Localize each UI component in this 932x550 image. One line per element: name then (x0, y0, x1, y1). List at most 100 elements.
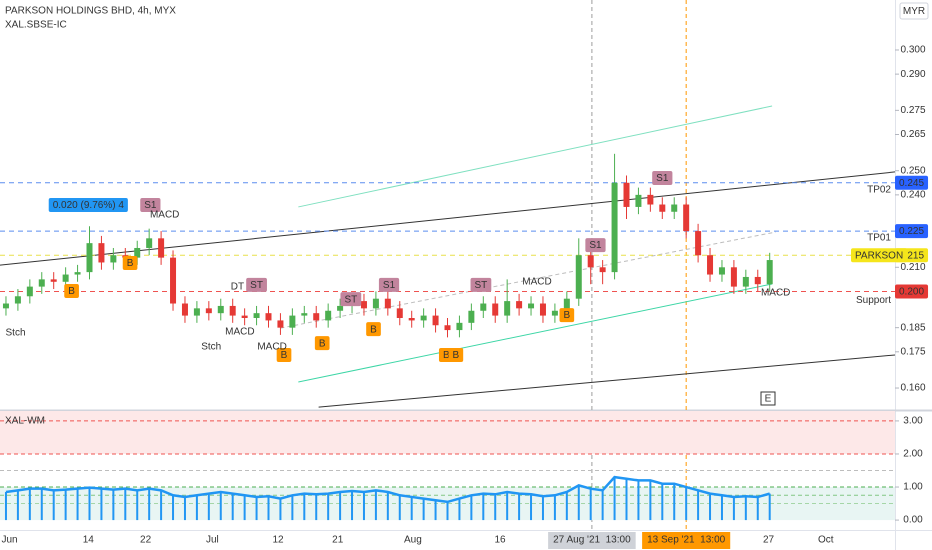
indicator-name: XAL.SBSE-IC (5, 20, 67, 31)
badge (64, 283, 79, 298)
x-tick-label: Jun (1, 535, 17, 546)
badge-label: B (281, 350, 288, 361)
candle-body (432, 315, 439, 326)
histogram-bar (565, 491, 568, 521)
histogram-bar (422, 498, 425, 521)
candle-body (611, 182, 618, 273)
level-name: Support (856, 295, 891, 306)
signal-label: MACD (522, 277, 551, 288)
y-tick-label: 1.00 (903, 482, 923, 493)
histogram-bar (697, 490, 700, 521)
trend-line (298, 283, 773, 383)
y-tick-label: 3.00 (903, 416, 923, 427)
histogram-bar (625, 478, 628, 521)
histogram-bar (76, 488, 79, 521)
candle-body (444, 325, 451, 331)
badge (48, 198, 128, 212)
histogram-bar (434, 500, 437, 521)
candle-body (50, 279, 57, 282)
badge (585, 238, 606, 253)
badge-label: ST (344, 294, 357, 305)
candle-body (384, 298, 391, 309)
candle-body (74, 272, 81, 275)
histogram-bar (744, 496, 747, 521)
badge-label: B (319, 338, 326, 349)
histogram-bar (458, 498, 461, 521)
indicator-name: XAL-WM (5, 416, 45, 427)
candle-body (730, 267, 737, 287)
candle-body (683, 204, 690, 232)
signal-label: DT (231, 281, 244, 292)
histogram-bar (470, 495, 473, 521)
candle-body (516, 301, 523, 309)
histogram-bar (494, 494, 497, 521)
candle-body (563, 298, 570, 311)
histogram-bar (160, 490, 163, 521)
histogram-bar (374, 490, 377, 521)
level-name: TP01 (867, 233, 891, 244)
badge-label: B (453, 350, 460, 361)
candle-body (265, 313, 272, 321)
badge-label: S1 (589, 240, 602, 251)
badge-label: B (563, 310, 570, 321)
x-tick-label: Oct (818, 535, 834, 546)
x-tick-label: 14 (83, 535, 95, 546)
histogram-bar (768, 493, 771, 521)
y-tick-label: 0.250 (900, 165, 925, 176)
candle-body (599, 267, 606, 273)
x-tick-label: 16 (494, 535, 506, 546)
candle-body (146, 238, 153, 248)
candle-body (707, 255, 714, 275)
currency-box[interactable] (899, 2, 929, 20)
candle-body (2, 303, 9, 309)
candle-body (372, 298, 379, 309)
candle-body (480, 303, 487, 311)
trend-line (318, 354, 896, 408)
events-box[interactable] (760, 391, 776, 406)
badge-label: PARKSON (855, 250, 903, 261)
badge (448, 347, 464, 362)
candle-body (647, 194, 654, 205)
candle-body (110, 255, 117, 263)
badge-label: 0.200 (899, 287, 924, 298)
candle-body (695, 231, 702, 256)
y-tick-label: 2.00 (903, 449, 923, 460)
histogram-bar (541, 496, 544, 521)
histogram-bar (518, 493, 521, 521)
candle-body (325, 310, 332, 321)
badge (895, 224, 929, 239)
histogram-bar (231, 493, 234, 521)
histogram-bar (315, 494, 318, 521)
histogram-bar (148, 488, 151, 521)
histogram-bar (207, 493, 210, 521)
candle-body (86, 243, 93, 273)
candle-body (468, 310, 475, 323)
candle-body (134, 247, 141, 258)
candle-body (492, 303, 499, 316)
histogram-bar (112, 489, 115, 521)
badge (122, 255, 138, 270)
histogram-bar (339, 491, 342, 521)
candle-body (277, 320, 284, 328)
histogram-bar (720, 495, 723, 521)
events-button[interactable]: E (765, 394, 772, 405)
badge-label: ST (475, 280, 488, 291)
candle-body (671, 204, 678, 212)
chart-title: PARKSON HOLDINGS BHD, 4h, MYX (5, 6, 176, 17)
histogram-bar (589, 488, 592, 521)
badge-label: S1 (383, 280, 396, 291)
signal-label: MACD (150, 210, 179, 221)
histogram-bar (553, 495, 556, 521)
candle-body (635, 194, 642, 207)
candle-body (718, 267, 725, 275)
currency[interactable]: MYR (903, 6, 925, 17)
candle-body (301, 313, 308, 316)
histogram-bar (219, 491, 222, 521)
candle-body (313, 313, 320, 321)
x-tick-label: 27 Aug '21 13:00 (553, 535, 631, 546)
histogram-bar (386, 491, 389, 521)
y-tick-label: 0.210 (900, 262, 925, 273)
